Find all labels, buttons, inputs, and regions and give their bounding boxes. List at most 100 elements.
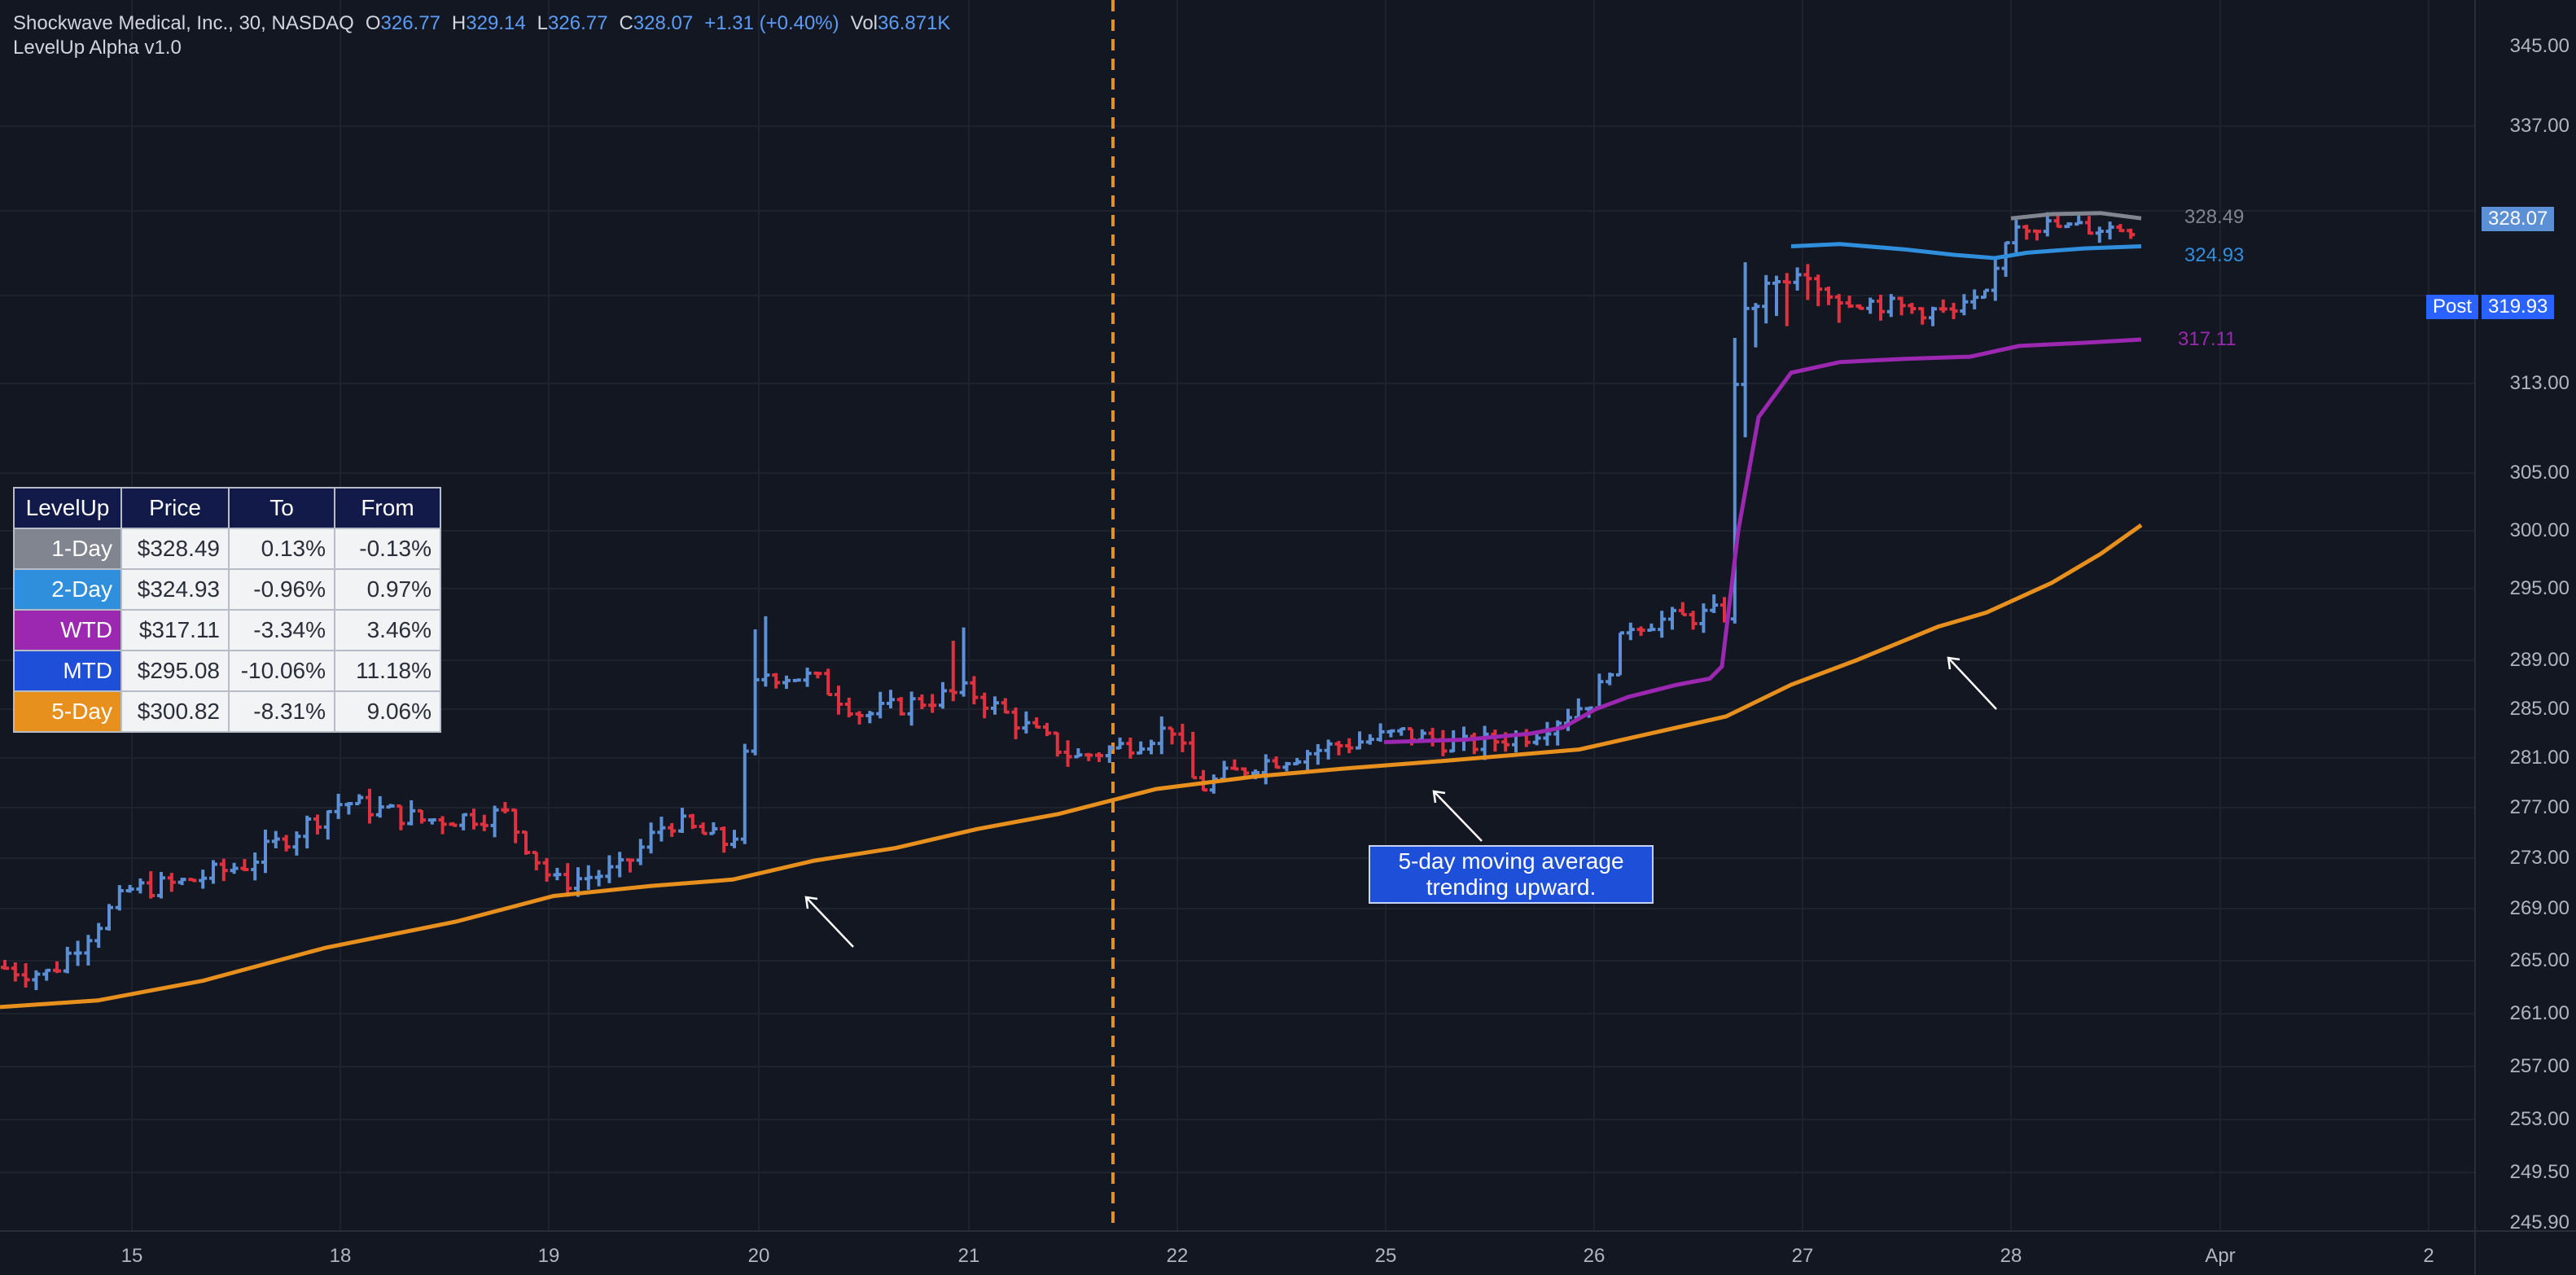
price-axis-tick: 313.00 (2509, 372, 2569, 394)
price-axis-tick: 257.00 (2509, 1055, 2569, 1077)
ohlc-bar (292, 831, 301, 856)
ohlc-bar (1741, 262, 1750, 438)
ohlc-bar (1, 960, 9, 970)
ohlc-bar (1855, 304, 1864, 310)
ohlc-bar (1668, 607, 1676, 630)
ohlc-bar (1001, 698, 1010, 714)
price-cell: $328.49 (120, 528, 230, 570)
ohlc-bar (1022, 711, 1031, 734)
price-cell: $300.82 (120, 690, 230, 733)
ohlc-bar (230, 862, 239, 874)
table-row: 1-Day $328.49 0.13% -0.13% (13, 528, 441, 570)
ohlc-bar (2033, 229, 2041, 241)
price-cell: $295.08 (120, 650, 230, 692)
ohlc-bar (605, 855, 614, 883)
symbol-name[interactable]: Shockwave Medical, Inc., 30, NASDAQ (13, 12, 354, 34)
ohlc-bar (219, 858, 228, 882)
one-day-value-label: 328.49 (2184, 206, 2244, 228)
ohlc-bar (1908, 303, 1917, 314)
ohlc-bar (209, 860, 217, 884)
time-axis-label: Apr (2205, 1245, 2235, 1267)
ohlc-bar (1199, 769, 1207, 792)
ohlc-bar (1095, 751, 1103, 762)
ohlc-bar (657, 817, 666, 842)
indicator-name[interactable]: LevelUp Alpha v1.0 (13, 37, 182, 59)
time-axis-label: 18 (330, 1245, 352, 1267)
ohlc-bar (668, 823, 677, 837)
ohlc-bar (1886, 294, 1895, 318)
ohlc-bar (1074, 748, 1083, 759)
ohlc-bar (1365, 734, 1374, 745)
two-day-value-label: 324.93 (2184, 244, 2244, 266)
ohlc-bar (2022, 224, 2031, 240)
indicator-row: LevelUp Alpha v1.0 (13, 36, 950, 60)
ohlc-bar (865, 711, 874, 724)
ohlc-bar (105, 904, 113, 931)
ohlc-bar (366, 788, 374, 824)
ohlc-bar (1387, 729, 1395, 738)
open-label: O (365, 12, 381, 34)
ohlc-bar (959, 627, 968, 697)
ohlc-bar (1595, 673, 1604, 710)
ohlc-bar (1845, 296, 1854, 309)
ohlc-bar (1991, 257, 2000, 301)
price-axis-tick: 273.00 (2509, 847, 2569, 869)
ohlc-bar (542, 857, 551, 882)
ohlc-bar (2127, 228, 2136, 239)
ohlc-bar (970, 676, 979, 705)
chart-legend: Shockwave Medical, Inc., 30, NASDAQ O 326… (13, 11, 950, 60)
ohlc-bar (792, 678, 801, 682)
ohlc-bar (480, 814, 488, 831)
ohlc-bar (1543, 721, 1552, 746)
from-cell: 11.18% (334, 650, 441, 692)
ohlc-bar (1282, 761, 1291, 772)
time-axis-label: 2 (2423, 1245, 2434, 1267)
ohlc-bar (1209, 774, 1218, 794)
ohlc-bar (1491, 730, 1500, 752)
symbol-ohlc-row: Shockwave Medical, Inc., 30, NASDAQ O 326… (13, 11, 950, 36)
ohlc-bar (740, 743, 749, 844)
ohlc-bar (1241, 767, 1250, 778)
ohlc-bar (449, 822, 458, 827)
ohlc-bar (147, 871, 156, 899)
wtd-value-label: 317.11 (2178, 328, 2236, 350)
ohlc-bar (709, 822, 718, 835)
low-value: 326.77 (548, 12, 608, 34)
annotation-textbox[interactable]: 5-day moving average trending upward. (1369, 845, 1654, 904)
ohlc-bar (1115, 737, 1124, 750)
ohlc-bar (1658, 611, 1667, 638)
ohlc-bar (1751, 303, 1760, 348)
ohlc-bar (991, 696, 999, 715)
ohlc-bar (21, 963, 30, 988)
ohlc-bar (1782, 273, 1791, 326)
time-axis-label: 15 (121, 1245, 143, 1267)
ohlc-bar (84, 935, 93, 966)
ohlc-bar (1960, 294, 1969, 316)
ohlc-bar (490, 805, 499, 838)
ohlc-bar (772, 673, 781, 689)
ohlc-bar (1710, 594, 1719, 613)
ohlc-bar (1137, 741, 1146, 755)
ohlc-bar (407, 800, 416, 826)
ohlc-bar (1636, 626, 1645, 636)
ohlc-bar (73, 940, 82, 966)
time-axis-label: 28 (2000, 1245, 2022, 1267)
ohlc-bar (1678, 602, 1687, 616)
ohlc-bar (1793, 267, 1802, 291)
arrow-annotation (804, 896, 854, 948)
ohlc-bar (1105, 745, 1114, 763)
ohlc-bar (761, 616, 770, 687)
price-axis-tick: 300.00 (2509, 519, 2569, 541)
ohlc-bar (636, 839, 645, 865)
ohlc-bar (2001, 241, 2010, 277)
price-cell: $324.93 (120, 568, 230, 611)
price-axis-tick: 269.00 (2509, 897, 2569, 919)
ohlc-bar (271, 830, 280, 848)
table-row: MTD $295.08 -10.06% 11.18% (13, 650, 441, 692)
time-axis-label: 21 (958, 1245, 980, 1267)
ohlc-bar (1324, 739, 1333, 760)
ohlc-bar (1981, 288, 1989, 300)
ohlc-bar (11, 962, 20, 982)
close-label: C (619, 12, 633, 34)
high-label: H (451, 12, 467, 34)
